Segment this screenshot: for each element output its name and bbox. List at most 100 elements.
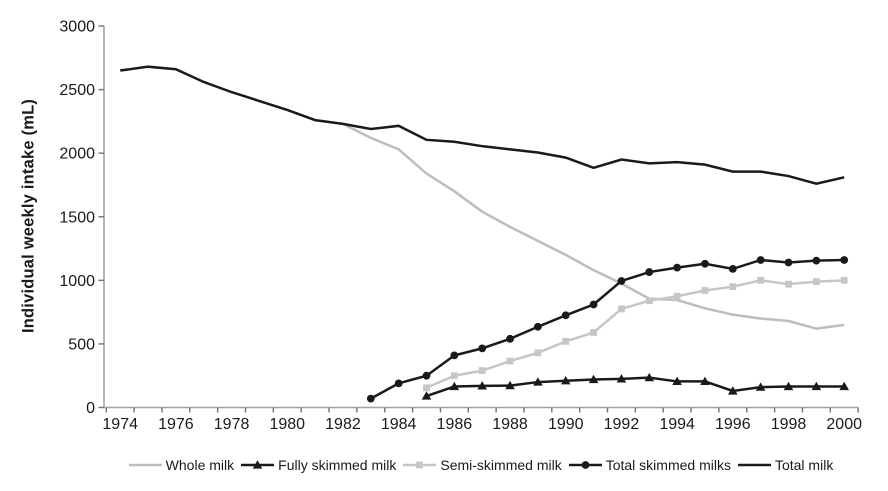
- circle-marker: [673, 263, 682, 272]
- legend-item-whole-milk: Whole milk: [128, 457, 235, 473]
- x-tick-label: 1996: [715, 416, 751, 433]
- triangle-marker: [533, 377, 543, 386]
- triangle-marker: [839, 381, 849, 391]
- legend-label-total-skimmed-milks: Total skimmed milks: [605, 457, 731, 473]
- circle-marker: [394, 379, 403, 388]
- x-tick-label: 1980: [269, 416, 305, 433]
- square-marker: [534, 349, 542, 357]
- triangle-marker: [728, 386, 738, 395]
- square-marker: [423, 384, 430, 392]
- y-tick-label: 1500: [59, 209, 95, 226]
- square-marker: [757, 276, 765, 284]
- triangle-marker: [505, 380, 515, 390]
- x-tick-label: 1994: [659, 416, 695, 433]
- square-marker: [590, 329, 597, 336]
- triangle-marker: [783, 381, 794, 391]
- y-tick-label: 2500: [59, 82, 95, 99]
- square-marker: [478, 367, 486, 375]
- y-tick-label: 3000: [59, 19, 95, 36]
- legend-sample-total-skimmed-milks: [568, 461, 602, 469]
- series-semi-skimmed-milk: [423, 276, 848, 392]
- circle-marker: [784, 258, 793, 267]
- triangle-marker: [252, 460, 263, 469]
- circle-marker: [812, 256, 821, 265]
- circle-marker: [701, 259, 709, 268]
- legend-sample-fully-skimmed-milk: [241, 460, 275, 469]
- x-tick-label: 1986: [437, 416, 473, 433]
- circle-marker: [645, 268, 654, 276]
- triangle-marker: [421, 391, 432, 400]
- square-marker: [701, 287, 709, 294]
- circle-marker: [728, 264, 737, 273]
- series-line: [426, 376, 845, 398]
- series-whole-milk: [342, 122, 845, 330]
- circle-marker: [450, 351, 459, 360]
- x-tick-label: 1990: [548, 416, 584, 433]
- legend-sample-whole-milk: [128, 463, 162, 467]
- triangle-marker: [449, 381, 460, 391]
- legend-sample-semi-skimmed-milk: [403, 461, 437, 469]
- series-total-milk: [120, 65, 845, 185]
- y-axis-title: Individual weekly intake (mL): [19, 98, 38, 334]
- square-marker: [812, 278, 820, 286]
- triangle-marker: [700, 376, 710, 386]
- triangle-marker: [811, 381, 822, 391]
- square-marker: [729, 283, 737, 291]
- legend-label-fully-skimmed-milk: Fully skimmed milk: [278, 457, 397, 473]
- x-tick-label: 1992: [604, 416, 640, 433]
- circle-marker: [561, 311, 570, 320]
- y-tick-label: 1000: [59, 273, 95, 290]
- circle-marker: [478, 344, 487, 353]
- series-total-skimmed-milks: [366, 256, 849, 403]
- circle-marker: [840, 256, 849, 264]
- triangle-marker: [644, 372, 655, 382]
- series-line: [370, 258, 845, 400]
- circle-marker: [422, 371, 431, 380]
- x-tick-label: 1998: [771, 416, 807, 433]
- square-marker: [785, 280, 792, 288]
- legend-item-total-skimmed-milks: Total skimmed milks: [568, 457, 731, 473]
- triangle-marker: [755, 382, 766, 391]
- y-tick-label: 2000: [59, 146, 95, 163]
- circle-marker: [589, 300, 598, 309]
- circle-marker: [506, 334, 514, 343]
- legend-item-semi-skimmed-milk: Semi-skimmed milk: [403, 457, 562, 473]
- square-marker: [450, 372, 458, 380]
- x-tick-label: 1978: [214, 416, 250, 433]
- legend-label-whole-milk: Whole milk: [165, 457, 235, 473]
- y-tick-label: 0: [86, 400, 95, 417]
- square-marker: [618, 305, 625, 313]
- circle-marker: [617, 277, 626, 285]
- circle-marker: [366, 394, 375, 403]
- legend-sample-total-milk: [737, 463, 771, 467]
- axes: 0 500 1000 1500 2000 2500 3000 1974 1976 1978 1980…: [59, 19, 862, 434]
- triangle-marker: [560, 375, 571, 385]
- legend-item-fully-skimmed-milk: Fully skimmed milk: [241, 457, 396, 473]
- square-marker: [416, 461, 424, 469]
- y-tick-label: 500: [68, 336, 95, 353]
- triangle-marker: [588, 374, 599, 384]
- circle-marker: [533, 322, 542, 331]
- square-marker: [506, 357, 514, 365]
- triangle-marker: [616, 374, 627, 383]
- x-tick-label: 1984: [381, 416, 417, 433]
- square-marker: [645, 297, 653, 305]
- circle-marker: [756, 256, 765, 264]
- series-line: [426, 279, 845, 389]
- x-tick-label: 1988: [492, 416, 528, 433]
- triangle-marker: [672, 376, 682, 386]
- series-fully-skimmed-milk: [421, 372, 849, 400]
- legend-item-total-milk: Total milk: [737, 457, 834, 473]
- circle-marker: [581, 461, 590, 469]
- series-line: [120, 65, 845, 185]
- legend-label-total-milk: Total milk: [774, 457, 834, 473]
- x-tick-label: 1974: [102, 416, 138, 433]
- x-tick-label: 1976: [158, 416, 194, 433]
- x-tick-label: 1982: [325, 416, 361, 433]
- legend-label-semi-skimmed-milk: Semi-skimmed milk: [440, 457, 562, 473]
- triangle-marker: [477, 381, 487, 390]
- square-marker: [562, 337, 570, 345]
- series-line: [342, 122, 845, 330]
